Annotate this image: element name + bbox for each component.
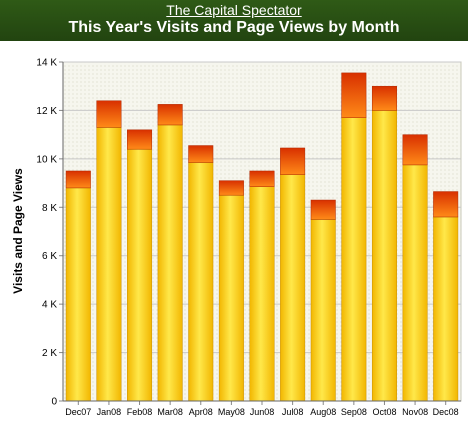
- bar-visits: [96, 127, 122, 402]
- bar-visits: [249, 186, 275, 402]
- x-tick-label: Mar08: [157, 407, 183, 417]
- bar-pageviews: [218, 180, 244, 196]
- bar-visits: [157, 124, 183, 402]
- x-tick-label: May08: [218, 407, 245, 417]
- y-axis-title: Visits and Page Views: [11, 168, 25, 294]
- bar-visits: [218, 194, 244, 402]
- y-tick-label: 6 K: [42, 251, 57, 262]
- y-tick-label: 4 K: [42, 300, 57, 311]
- y-tick-label: 14 K: [36, 58, 57, 69]
- bar-visits: [433, 216, 459, 402]
- bar-visits: [341, 117, 367, 402]
- x-tick-label: Dec08: [433, 407, 459, 417]
- x-tick-label: Apr08: [189, 407, 213, 417]
- stacked-bar-chart: 0 2 K 4 K 6 K 8 K 10 K 12 K 14 K Dec07 Jan08 Feb08…: [11, 58, 462, 417]
- bar-pageviews: [249, 170, 275, 187]
- y-tick-label: 2 K: [42, 348, 57, 359]
- bar-pageviews: [157, 104, 183, 126]
- bar-pageviews: [96, 100, 122, 128]
- bar-visits: [188, 162, 214, 402]
- bar-pageviews: [127, 129, 153, 150]
- x-tick-label: Feb08: [127, 407, 153, 417]
- bar-pageviews: [433, 191, 459, 218]
- bar-pageviews: [402, 134, 428, 166]
- x-tick-label: Sep08: [341, 407, 367, 417]
- bar-pageviews: [371, 85, 397, 111]
- bar-visits: [280, 174, 306, 402]
- bar-pageviews: [65, 170, 91, 189]
- bar-visits: [402, 164, 428, 402]
- chart-header: The Capital Spectator This Year's Visits…: [0, 0, 468, 41]
- bar-pageviews: [341, 72, 367, 118]
- x-tick-label: Jul08: [282, 407, 304, 417]
- x-tick-label: Dec07: [65, 407, 91, 417]
- x-tick-label: Nov08: [402, 407, 428, 417]
- bar-pageviews: [310, 199, 336, 220]
- y-tick-label: 10 K: [36, 154, 57, 165]
- y-tick-label: 8 K: [42, 203, 57, 214]
- bar-pageviews: [188, 145, 214, 163]
- site-link[interactable]: The Capital Spectator: [166, 2, 302, 18]
- y-tick-label: 12 K: [36, 106, 57, 117]
- x-tick-label: Jun08: [250, 407, 275, 417]
- x-tick-label: Oct08: [372, 407, 396, 417]
- bar-visits: [65, 187, 91, 402]
- x-tick-label: Jan08: [97, 407, 122, 417]
- bar-visits: [310, 219, 336, 402]
- bar-visits: [371, 110, 397, 402]
- bar-visits: [127, 148, 153, 402]
- x-tick-label: Aug08: [310, 407, 336, 417]
- chart-title: This Year's Visits and Page Views by Mon…: [68, 19, 400, 36]
- y-tick-label: 0: [51, 397, 57, 408]
- bar-pageviews: [280, 147, 306, 175]
